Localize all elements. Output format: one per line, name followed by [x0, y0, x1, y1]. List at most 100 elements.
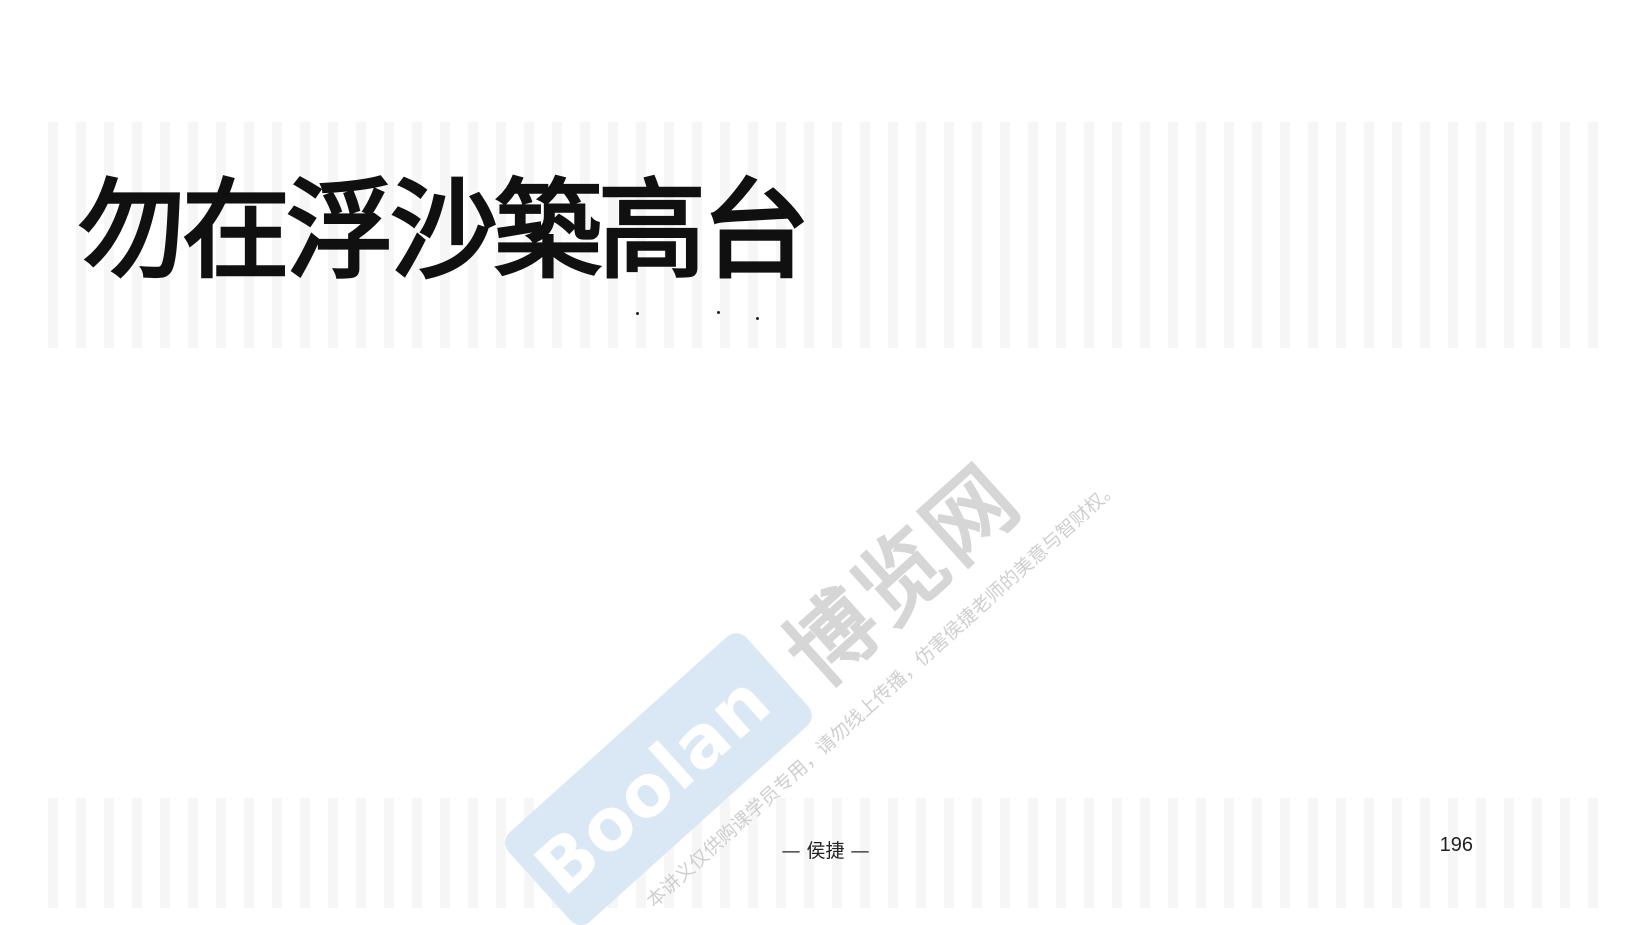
background-stripe — [1168, 798, 1178, 908]
background-stripe — [832, 122, 842, 348]
background-stripe — [1280, 122, 1290, 348]
background-stripe — [1196, 798, 1206, 908]
background-stripe — [356, 798, 366, 908]
footer-author: — 侯捷 — — [781, 840, 870, 862]
background-stripe — [48, 122, 58, 348]
background-stripe — [48, 798, 58, 908]
background-stripe — [216, 798, 226, 908]
background-stripe — [496, 122, 506, 348]
background-stripe — [1448, 122, 1458, 348]
background-stripe — [1420, 122, 1430, 348]
background-stripe — [1252, 122, 1262, 348]
background-stripe — [188, 122, 198, 348]
background-stripe — [916, 798, 926, 908]
decorative-dot — [636, 312, 639, 315]
background-stripe — [1168, 122, 1178, 348]
background-stripe — [1308, 798, 1318, 908]
background-stripe — [860, 798, 870, 908]
background-stripes-top — [48, 122, 1608, 348]
background-stripe — [1000, 122, 1010, 348]
background-stripe — [972, 798, 982, 908]
background-stripe — [412, 798, 422, 908]
background-stripe — [1112, 798, 1122, 908]
background-stripe — [1280, 798, 1290, 908]
decorative-dot — [717, 311, 720, 314]
background-stripe — [76, 122, 86, 348]
background-stripe — [692, 122, 702, 348]
background-stripe — [1476, 122, 1486, 348]
background-stripe — [1392, 122, 1402, 348]
background-stripe — [1140, 122, 1150, 348]
background-stripe — [216, 122, 226, 348]
watermark-brand: 博览网 — [766, 445, 1041, 707]
background-stripe — [356, 122, 366, 348]
background-stripe — [1476, 798, 1486, 908]
background-stripe — [1196, 122, 1206, 348]
background-stripe — [1364, 122, 1374, 348]
background-stripe — [132, 122, 142, 348]
background-stripe — [188, 798, 198, 908]
background-stripe — [160, 122, 170, 348]
background-stripe — [524, 122, 534, 348]
page-number: 196 — [1439, 834, 1473, 856]
background-stripe — [972, 122, 982, 348]
background-stripe — [384, 798, 394, 908]
background-stripe — [1560, 798, 1570, 908]
background-stripe — [272, 122, 282, 348]
background-stripe — [748, 122, 758, 348]
background-stripe — [104, 122, 114, 348]
background-stripe — [636, 122, 646, 348]
background-stripe — [608, 122, 618, 348]
background-stripe — [1336, 798, 1346, 908]
background-stripe — [1140, 798, 1150, 908]
background-stripe — [1028, 122, 1038, 348]
background-stripe — [776, 122, 786, 348]
background-stripe — [132, 798, 142, 908]
background-stripe — [468, 122, 478, 348]
background-stripe — [1532, 122, 1542, 348]
background-stripe — [944, 798, 954, 908]
background-stripe — [1588, 798, 1598, 908]
background-stripe — [1056, 122, 1066, 348]
background-stripe — [104, 798, 114, 908]
background-stripe — [1532, 798, 1542, 908]
background-stripe — [664, 122, 674, 348]
background-stripe — [888, 798, 898, 908]
background-stripe — [300, 798, 310, 908]
background-stripe — [1084, 798, 1094, 908]
background-stripe — [244, 122, 254, 348]
background-stripe — [440, 122, 450, 348]
background-stripe — [412, 122, 422, 348]
background-stripe — [804, 122, 814, 348]
background-stripe — [1364, 798, 1374, 908]
decorative-dot — [756, 317, 759, 320]
background-stripe — [1560, 122, 1570, 348]
slide-title: 勿在浮沙築高台 — [78, 168, 810, 294]
background-stripe — [720, 122, 730, 348]
background-stripe — [1392, 798, 1402, 908]
background-stripe — [1588, 122, 1598, 348]
background-stripe — [1252, 798, 1262, 908]
background-stripe — [440, 798, 450, 908]
background-stripe — [832, 798, 842, 908]
background-stripe — [244, 798, 254, 908]
background-stripe — [272, 798, 282, 908]
background-stripe — [1224, 122, 1234, 348]
background-stripe — [1420, 798, 1430, 908]
background-stripe — [916, 122, 926, 348]
background-stripe — [1504, 122, 1514, 348]
background-stripe — [1224, 798, 1234, 908]
background-stripe — [552, 122, 562, 348]
background-stripe — [1504, 798, 1514, 908]
background-stripe — [76, 798, 86, 908]
background-stripe — [1084, 122, 1094, 348]
background-stripe — [328, 798, 338, 908]
background-stripe — [1112, 122, 1122, 348]
background-stripe — [1308, 122, 1318, 348]
background-stripe — [860, 122, 870, 348]
background-stripe — [328, 122, 338, 348]
background-stripe — [1448, 798, 1458, 908]
background-stripe — [1056, 798, 1066, 908]
background-stripe — [888, 122, 898, 348]
